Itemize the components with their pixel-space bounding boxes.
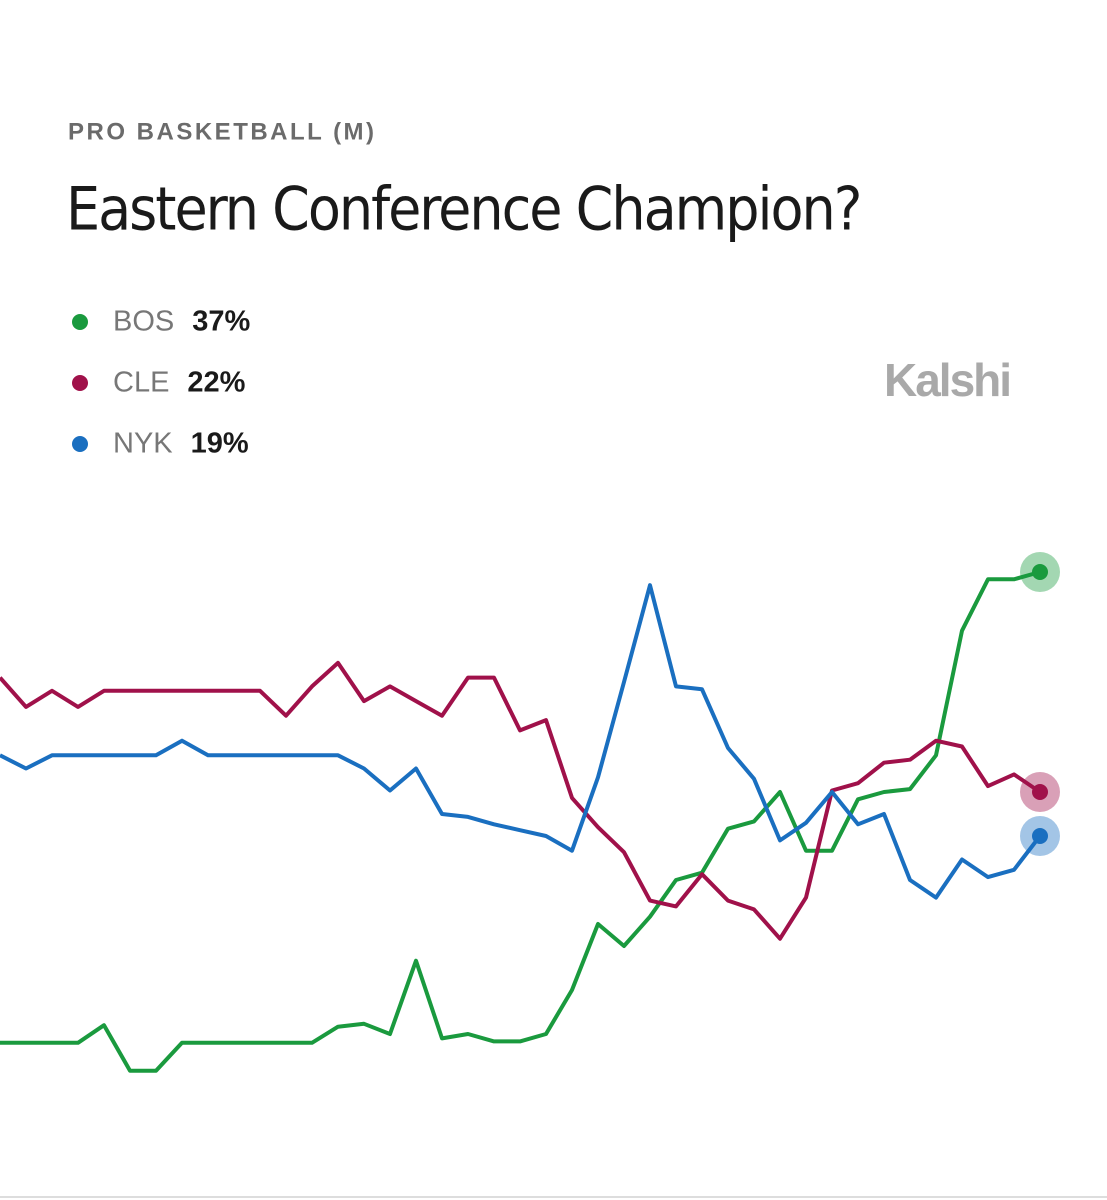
series-line <box>0 660 1042 941</box>
legend-dot <box>72 375 88 391</box>
end-dot <box>1032 564 1048 581</box>
legend-value: 37% <box>192 306 250 338</box>
end-dot <box>1032 784 1048 801</box>
series-line <box>0 583 1042 900</box>
series-line <box>0 570 1041 1073</box>
subtitle: PRO BASKETBALL (M) <box>68 118 377 145</box>
legend-name: NYK <box>113 428 173 460</box>
legend-value: 19% <box>191 428 249 460</box>
end-dot <box>1032 828 1048 845</box>
legend-dot <box>72 314 88 330</box>
legend-name: BOS <box>113 306 174 338</box>
legend-dot <box>72 436 88 452</box>
legend-name: CLE <box>113 367 169 399</box>
legend-value: 22% <box>187 367 245 399</box>
brand-logo: Kalshi <box>884 354 1010 406</box>
chart-title: Eastern Conference Champion? <box>66 175 860 245</box>
